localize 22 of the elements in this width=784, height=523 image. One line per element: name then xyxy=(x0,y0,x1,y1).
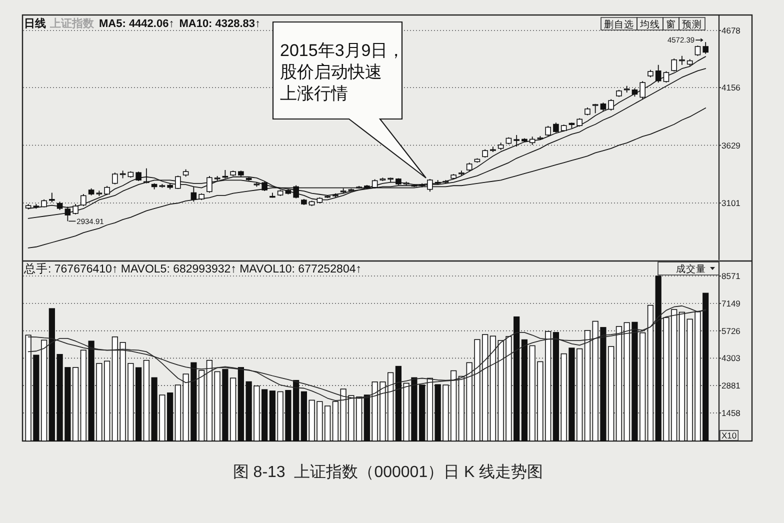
y-tick-label: 5726 xyxy=(722,326,741,336)
y-tick-label: 3101 xyxy=(722,198,741,208)
y-tick-label: 3629 xyxy=(722,140,741,150)
y-tick-label: 2881 xyxy=(722,380,741,391)
annotation: 窗 xyxy=(666,18,676,30)
caption: 图 8-13 上证指数（000001）日 K 线走势图 xyxy=(232,463,544,481)
annotation: 成交量 xyxy=(676,263,706,275)
chart-subtitle: 上证指数 xyxy=(49,17,95,30)
annotation: 2015年3月9日，股价启动快速上涨行情 xyxy=(280,41,405,103)
annotation: 预测 xyxy=(682,18,702,30)
annotation: 均线 xyxy=(639,18,660,30)
annotation: 删自选 xyxy=(604,18,634,30)
y-tick-label: 7149 xyxy=(722,298,741,308)
y-tick-label: 4678 xyxy=(722,26,741,36)
y-tick-label: 4156 xyxy=(722,82,741,93)
chart-title: 日线 xyxy=(24,17,46,30)
y-tick-label: 4303 xyxy=(722,353,741,364)
y-tick-label: 8571 xyxy=(722,271,741,282)
y-tick-label: 1458 xyxy=(722,408,741,418)
annotation: MA5: 4442.06↑ xyxy=(99,18,174,30)
chart-title: 总手: 767676410↑ MAVOL5: 682993932↑ MAVOL10: 677252804↑ xyxy=(23,262,362,276)
annotation: MA10: 4328.83↑ xyxy=(179,18,261,30)
